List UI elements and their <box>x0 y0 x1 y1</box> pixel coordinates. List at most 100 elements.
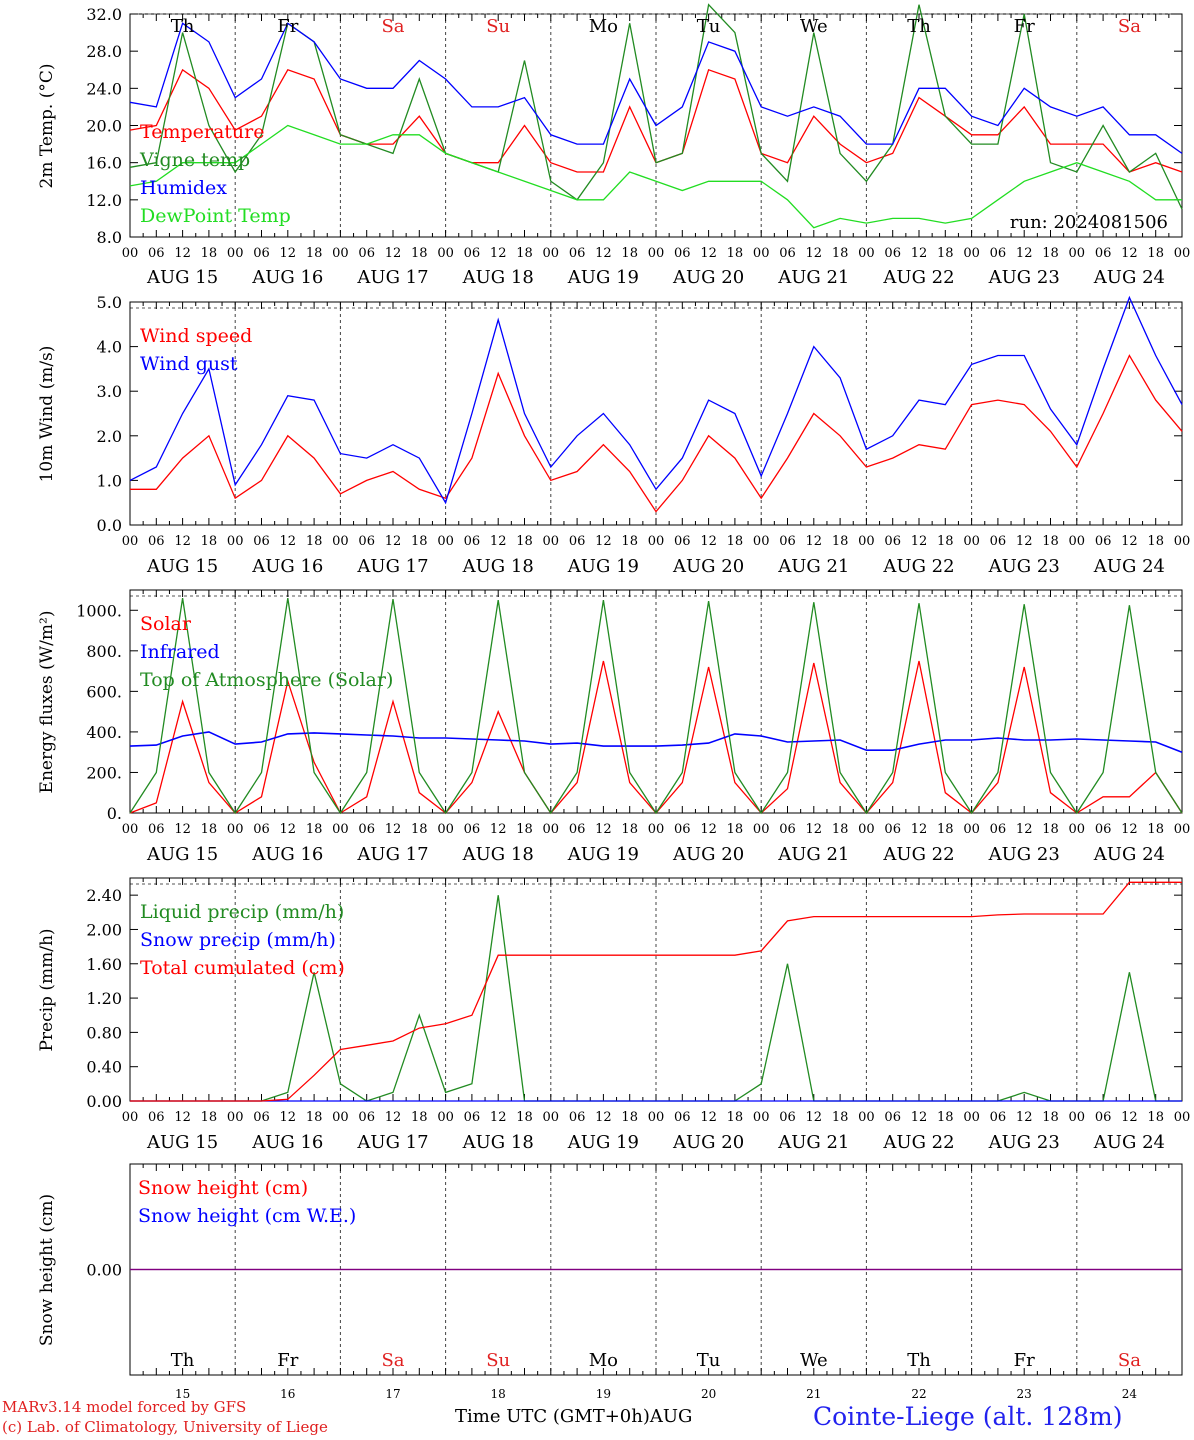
hour-tick-label: 18 <box>516 1110 533 1125</box>
hour-tick-label: 06 <box>779 534 796 549</box>
hour-tick-label: 06 <box>253 534 270 549</box>
date-label: AUG 24 <box>1093 267 1165 288</box>
hour-tick-label: 06 <box>1095 534 1112 549</box>
hour-tick-label: 06 <box>148 822 165 837</box>
hour-tick-label: 18 <box>411 822 428 837</box>
hour-tick-label: 00 <box>648 246 665 261</box>
date-label: AUG 22 <box>882 1132 954 1153</box>
y-axis-label: Precip (mm/h) <box>37 928 57 1051</box>
day-number-label: 16 <box>280 1387 295 1401</box>
hour-tick-label: 18 <box>1042 822 1059 837</box>
weekday-label-bottom: Su <box>486 1350 510 1371</box>
hour-tick-label: 00 <box>122 246 139 261</box>
hour-tick-label: 12 <box>174 1110 191 1125</box>
hour-tick-label: 00 <box>1069 1110 1086 1125</box>
hour-tick-label: 12 <box>595 246 612 261</box>
hour-tick-label: 00 <box>753 246 770 261</box>
legend-entry: Infrared <box>140 641 220 663</box>
y-tick-label: 0. <box>107 804 122 823</box>
day-number-label: 18 <box>491 1387 506 1401</box>
y-tick-label: 0.40 <box>86 1058 122 1077</box>
series-line-top-of-atmosphere-solar <box>129 598 1183 815</box>
date-label: AUG 20 <box>672 267 744 288</box>
hour-tick-label: 12 <box>1016 822 1033 837</box>
legend-entry: DewPoint Temp <box>140 205 291 227</box>
weekday-label-top: Su <box>486 16 510 37</box>
hour-tick-label: 18 <box>201 246 218 261</box>
hour-tick-label: 00 <box>543 822 560 837</box>
y-tick-label: 0.00 <box>86 1261 122 1280</box>
date-label: AUG 23 <box>988 556 1060 577</box>
y-tick-label: 32.0 <box>86 5 122 24</box>
hour-tick-label: 00 <box>227 822 244 837</box>
legend-entry: Temperature <box>140 121 264 143</box>
day-number-label: 24 <box>1122 1387 1138 1401</box>
hour-tick-label: 06 <box>358 822 375 837</box>
y-tick-label: 28.0 <box>86 42 122 61</box>
series-line-wind-gust <box>129 295 1183 505</box>
date-label: AUG 22 <box>882 267 954 288</box>
hour-tick-label: 06 <box>569 534 586 549</box>
day-number-label: 19 <box>596 1387 611 1401</box>
hour-tick-label: 00 <box>332 534 349 549</box>
hour-tick-label: 12 <box>806 822 823 837</box>
date-label: AUG 15 <box>146 267 218 288</box>
hour-tick-label: 06 <box>674 822 691 837</box>
date-label: AUG 17 <box>356 844 428 865</box>
legend-entry: Solar <box>140 613 192 635</box>
y-tick-label: 5.0 <box>97 293 122 312</box>
hour-tick-label: 06 <box>1095 1110 1112 1125</box>
legend-entry: Snow height (cm W.E.) <box>138 1205 356 1227</box>
hour-tick-label: 12 <box>490 1110 507 1125</box>
hour-tick-label: 18 <box>832 1110 849 1125</box>
y-tick-label: 16.0 <box>86 154 122 173</box>
date-label: AUG 23 <box>988 1132 1060 1153</box>
weekday-label-bottom: Mo <box>589 1350 618 1371</box>
hour-tick-label: 18 <box>832 534 849 549</box>
hour-tick-label: 12 <box>595 534 612 549</box>
hour-tick-label: 12 <box>806 1110 823 1125</box>
hour-tick-label: 12 <box>1016 534 1033 549</box>
hour-tick-label: 12 <box>595 1110 612 1125</box>
hour-tick-label: 00 <box>437 246 454 261</box>
hour-tick-label: 18 <box>621 246 638 261</box>
hour-tick-label: 00 <box>543 1110 560 1125</box>
hour-tick-label: 12 <box>806 246 823 261</box>
hour-tick-label: 06 <box>884 822 901 837</box>
date-label: AUG 19 <box>567 556 639 577</box>
legend-entry: Wind speed <box>140 325 252 347</box>
y-tick-label: 1.20 <box>86 989 122 1008</box>
weekday-label-top: Mo <box>589 16 618 37</box>
hour-tick-label: 12 <box>700 1110 717 1125</box>
hour-tick-label: 00 <box>332 822 349 837</box>
date-label: AUG 23 <box>988 267 1060 288</box>
y-tick-label: 400. <box>86 723 122 742</box>
hour-tick-label: 06 <box>464 534 481 549</box>
date-label: AUG 15 <box>146 1132 218 1153</box>
series-line-humidex <box>129 22 1183 154</box>
hour-tick-label: 12 <box>174 534 191 549</box>
hour-tick-label: 18 <box>411 534 428 549</box>
weekday-label-top: Th <box>907 16 931 37</box>
weekday-label-bottom: We <box>800 1350 828 1371</box>
date-label: AUG 24 <box>1093 1132 1165 1153</box>
hour-tick-label: 00 <box>122 534 139 549</box>
day-number-label: 17 <box>385 1387 400 1401</box>
legend-entry: Liquid precip (mm/h) <box>140 901 344 923</box>
series-line-infrared <box>129 731 1183 753</box>
hour-tick-label: 18 <box>1147 534 1164 549</box>
hour-tick-label: 18 <box>1147 1110 1164 1125</box>
run-label: run: 2024081506 <box>1010 212 1168 233</box>
hour-tick-label: 12 <box>174 246 191 261</box>
panel-3 <box>129 589 1183 815</box>
hour-tick-label: 18 <box>937 822 954 837</box>
hour-tick-label: 18 <box>832 246 849 261</box>
hour-tick-label: 12 <box>1121 1110 1138 1125</box>
y-tick-label: 3.0 <box>97 382 122 401</box>
hour-tick-label: 12 <box>490 534 507 549</box>
hour-tick-label: 06 <box>674 246 691 261</box>
hour-tick-label: 18 <box>937 1110 954 1125</box>
date-label: AUG 16 <box>251 556 323 577</box>
y-tick-label: 600. <box>86 682 122 701</box>
month-label: AUG <box>649 1406 693 1427</box>
